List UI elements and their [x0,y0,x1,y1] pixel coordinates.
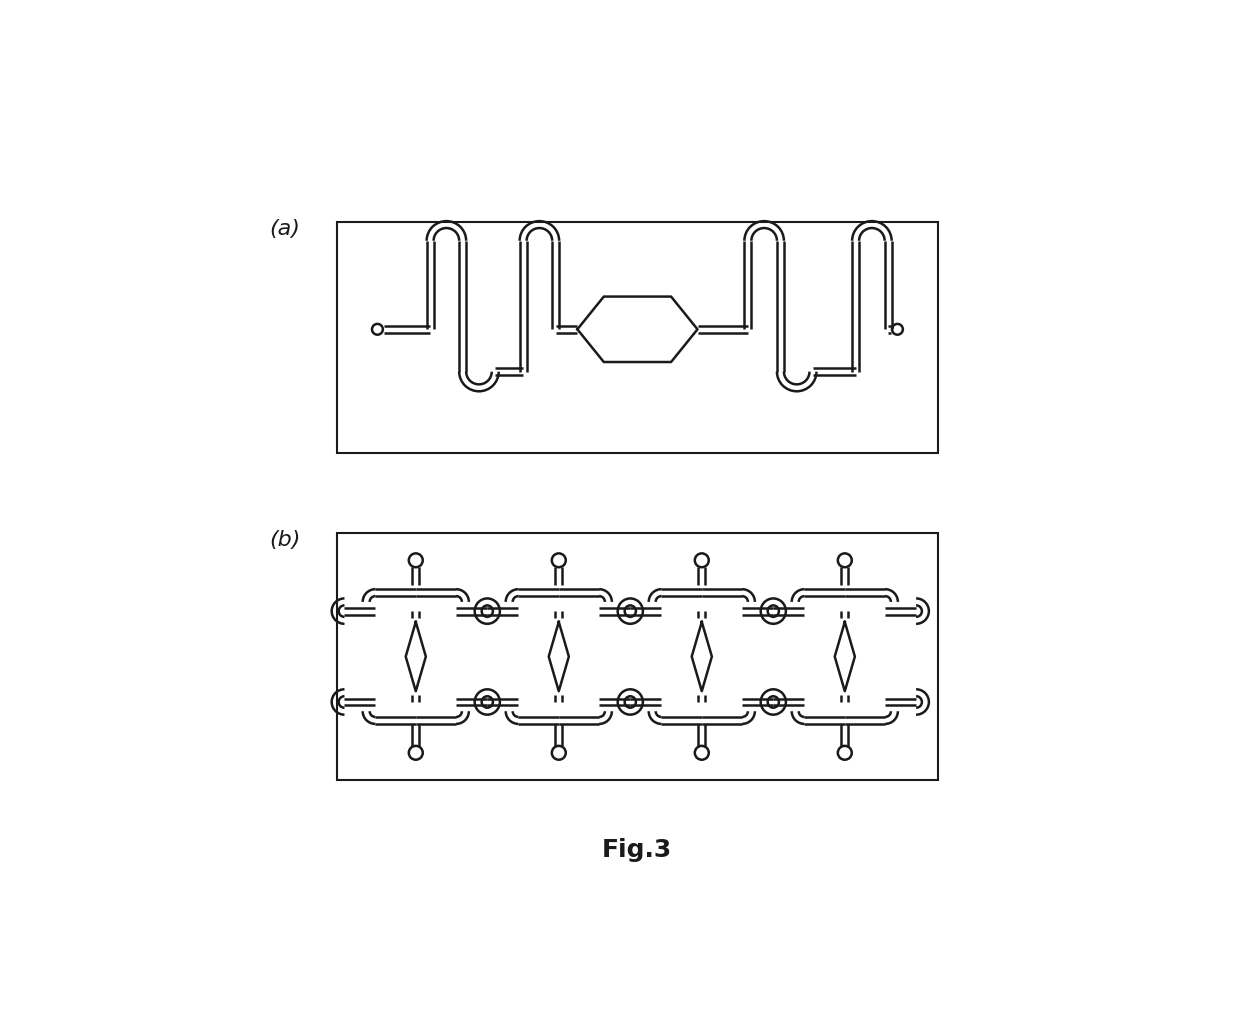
Bar [337,534,937,780]
Text: (b): (b) [270,530,301,550]
Text: Fig.3: Fig.3 [601,838,672,861]
Text: (a): (a) [270,218,300,238]
Bar [337,222,937,453]
